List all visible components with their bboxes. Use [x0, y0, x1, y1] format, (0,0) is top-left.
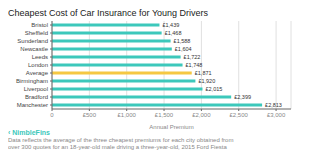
svg-text:Bristol: Bristol — [31, 22, 48, 28]
svg-text:London: London — [28, 62, 48, 68]
svg-text:£3,000: £3,000 — [267, 112, 286, 118]
svg-text:Newcastle: Newcastle — [20, 46, 48, 52]
html-text:‹ NimbleFins: ‹ NimbleFins — [8, 129, 50, 136]
svg-text:£1,748: £1,748 — [186, 62, 203, 68]
svg-text:Bradford: Bradford — [25, 94, 48, 100]
svg-text:Leeds: Leeds — [32, 54, 48, 60]
svg-text:£1,588: £1,588 — [174, 38, 191, 44]
svg-text:£2,399: £2,399 — [234, 94, 251, 100]
svg-text:Sheffield: Sheffield — [25, 30, 48, 36]
svg-text:£2,015: £2,015 — [205, 86, 222, 92]
svg-text:£2,000: £2,000 — [192, 112, 211, 118]
svg-text:£1,604: £1,604 — [175, 46, 192, 52]
html-text:Data reflects the average of t: Data reflects the average of the three c… — [8, 137, 234, 143]
svg-text:£1,871: £1,871 — [195, 70, 212, 76]
svg-text:£1,468: £1,468 — [165, 30, 182, 36]
svg-text:£1,500: £1,500 — [155, 112, 174, 118]
svg-text:£1,722: £1,722 — [184, 54, 201, 60]
html-text:Cheapest Cost of Car Insurance: Cheapest Cost of Car Insurance for Young… — [8, 8, 209, 18]
svg-text:Birmingham: Birmingham — [16, 78, 48, 84]
svg-text:£1,000: £1,000 — [118, 112, 137, 118]
html-text:over 300 quotes for an 18-year: over 300 quotes for an 18-year-old male … — [8, 144, 227, 150]
svg-text:£1,439: £1,439 — [162, 22, 179, 28]
svg-text:Liverpool: Liverpool — [24, 86, 48, 92]
svg-text:Average: Average — [26, 70, 49, 76]
svg-text:£500: £500 — [83, 112, 97, 118]
svg-text:Annual Premium: Annual Premium — [149, 124, 193, 129]
svg-text:Manchester: Manchester — [17, 102, 48, 108]
svg-text:£2,813: £2,813 — [265, 102, 282, 108]
svg-text:0: 0 — [50, 112, 54, 118]
svg-text:£2,500: £2,500 — [230, 112, 249, 118]
svg-text:Sunderland: Sunderland — [17, 38, 48, 44]
svg-text:£1,920: £1,920 — [198, 78, 215, 84]
